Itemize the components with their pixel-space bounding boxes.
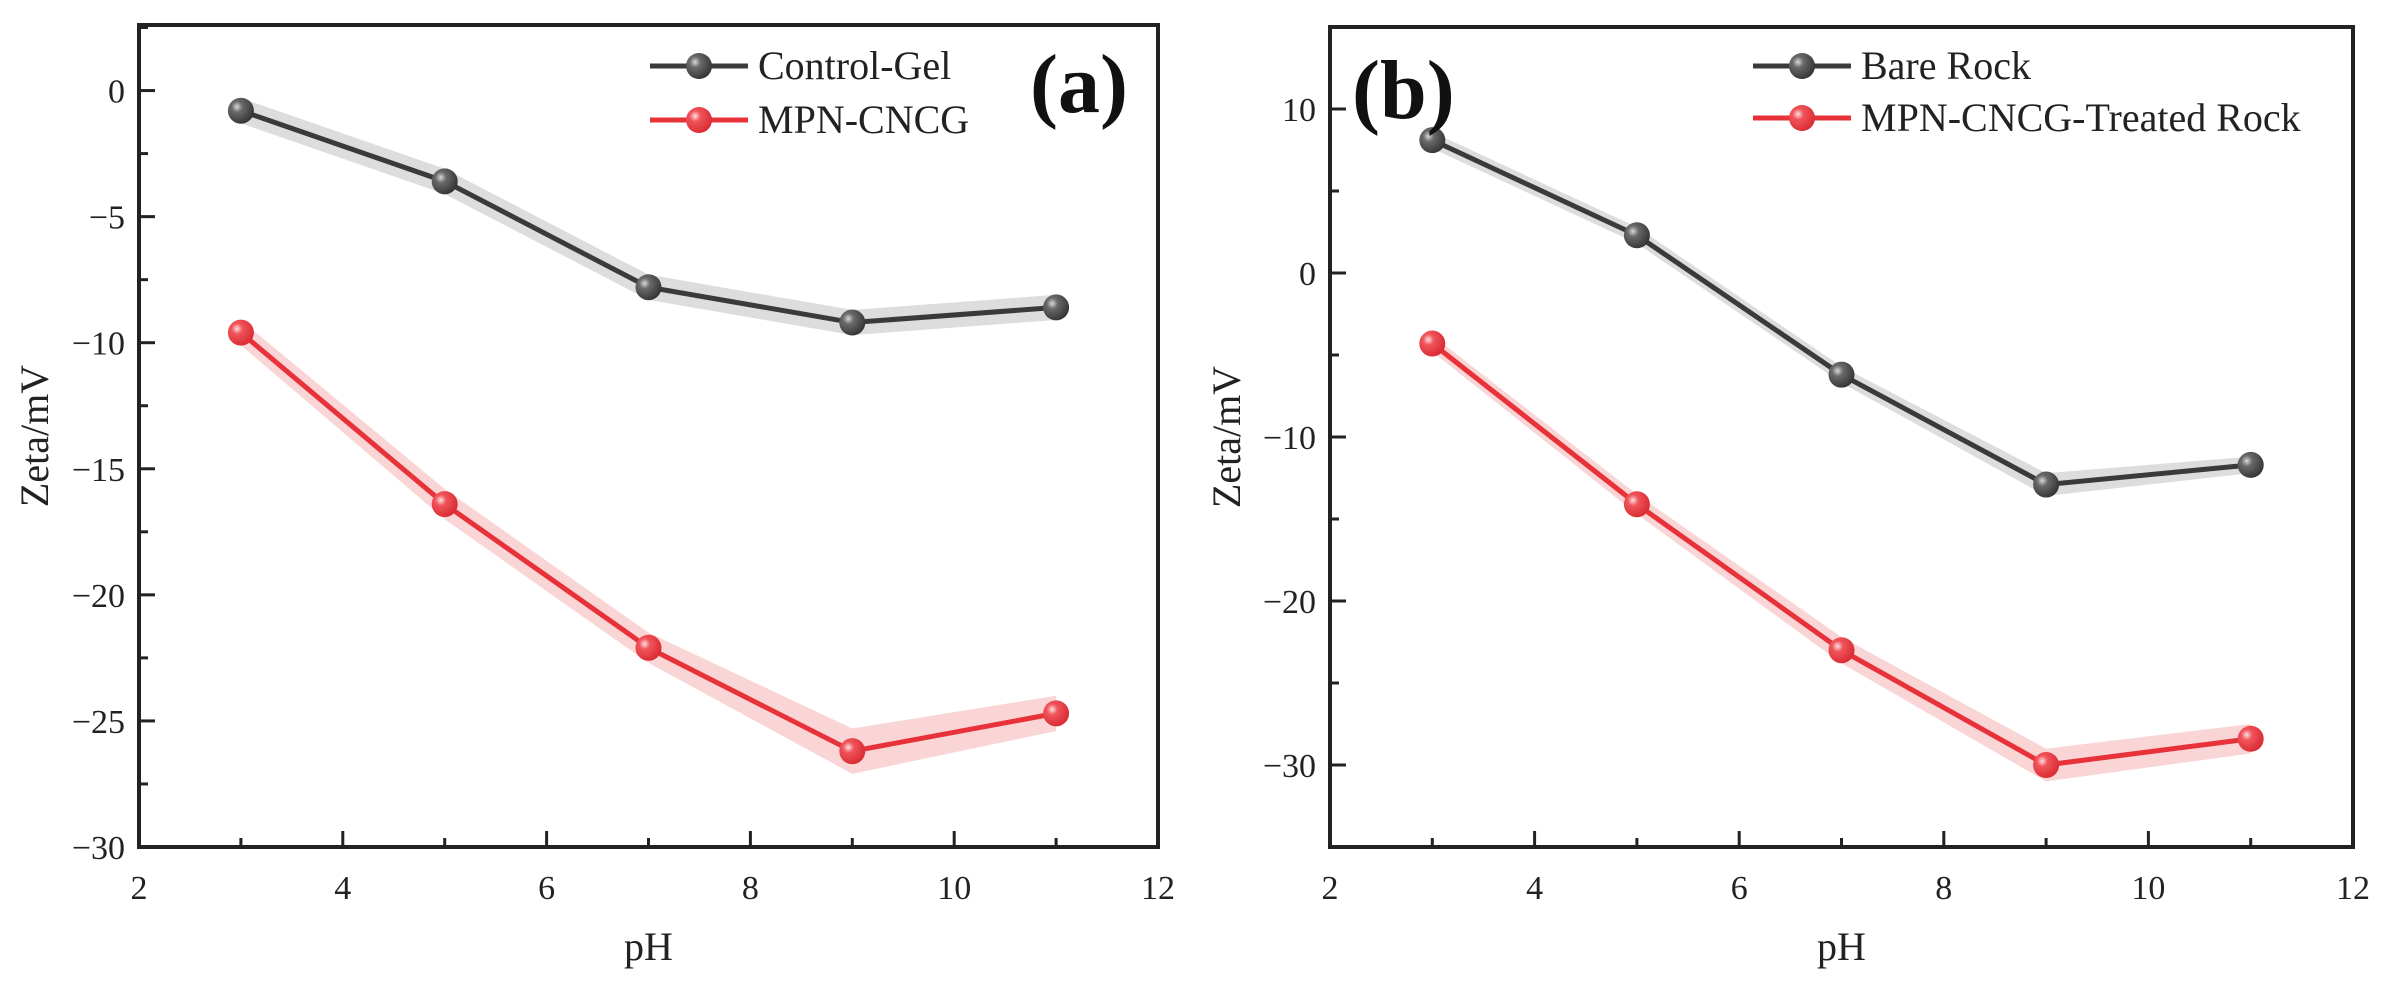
- error-band: [240, 320, 1057, 774]
- panel-b: Bare Rock MPN-CNCG-Treated Rock 2 4 6 8 10 12 10…: [1204, 25, 2370, 969]
- x-tick-label: 6: [1731, 870, 1748, 907]
- panel-label: (a): [1030, 38, 1128, 131]
- x-tick-label: 10: [2131, 870, 2165, 907]
- data-point: [635, 634, 662, 661]
- legend-marker: [1789, 53, 1815, 79]
- panel-a: Control-Gel MPN-CNCG 2 4 6 8 10 12 0 −5 −10 −15 −20 −…: [12, 23, 1175, 969]
- legend-label: Control-Gel: [758, 43, 951, 88]
- y-tick-label: −5: [89, 200, 125, 237]
- data-point: [1828, 637, 1855, 664]
- x-axis-title: pH: [1817, 924, 1866, 969]
- x-tick-label: 2: [131, 870, 148, 907]
- data-point: [2237, 725, 2264, 752]
- y-tick-label: −10: [72, 326, 125, 363]
- x-tick-label: 6: [538, 870, 555, 907]
- y-tick-label: 0: [1299, 256, 1316, 293]
- y-tick-label: −30: [72, 830, 125, 867]
- x-tick-label: 10: [937, 870, 971, 907]
- x-tick-label: 2: [1322, 870, 1339, 907]
- y-axis-title: Zeta/mV: [1204, 366, 1249, 508]
- data-point: [1419, 330, 1446, 357]
- data-point: [839, 309, 866, 336]
- y-tick-label: −20: [72, 578, 125, 615]
- x-tick-label: 4: [1526, 870, 1543, 907]
- data-point: [1043, 294, 1070, 321]
- data-point: [1419, 127, 1446, 154]
- x-tick-label: 12: [1141, 870, 1175, 907]
- x-tick-label: 8: [1935, 870, 1952, 907]
- y-tick-label: 0: [108, 74, 125, 111]
- data-point: [839, 738, 866, 765]
- data-point: [635, 274, 662, 301]
- data-point: [2033, 752, 2060, 778]
- legend-marker: [686, 53, 712, 79]
- y-tick-label: −25: [72, 704, 125, 741]
- legend-marker: [1789, 105, 1815, 131]
- data-point: [431, 168, 458, 195]
- x-tick-label: 8: [742, 870, 759, 907]
- data-point: [2237, 451, 2264, 478]
- data-point: [1623, 491, 1650, 518]
- data-point: [227, 97, 254, 124]
- series-line: [239, 330, 1057, 754]
- data-point: [1623, 222, 1650, 249]
- data-point: [1828, 361, 1855, 388]
- data-point: [431, 491, 458, 518]
- y-tick-label: −10: [1263, 420, 1316, 457]
- panel-label: (b): [1352, 44, 1455, 137]
- legend-label: MPN-CNCG: [758, 97, 969, 142]
- x-tick-label: 12: [2336, 870, 2370, 907]
- plot-frame: [1328, 25, 2355, 849]
- y-tick-label: 10: [1282, 92, 1316, 129]
- data-point: [227, 319, 254, 346]
- y-tick-label: −30: [1263, 748, 1316, 785]
- legend-label: MPN-CNCG-Treated Rock: [1861, 95, 2301, 140]
- y-axis-title: Zeta/mV: [12, 365, 57, 507]
- legend-marker: [686, 107, 712, 133]
- x-axis-title: pH: [624, 924, 673, 969]
- error-band: [1432, 335, 2251, 782]
- data-point: [2033, 471, 2060, 498]
- x-tick-label: 4: [334, 870, 351, 907]
- data-point: [1043, 700, 1070, 727]
- legend-label: Bare Rock: [1861, 43, 2031, 88]
- series-line: [1430, 341, 2252, 768]
- y-tick-label: −20: [1263, 584, 1316, 621]
- y-tick-label: −15: [72, 452, 125, 489]
